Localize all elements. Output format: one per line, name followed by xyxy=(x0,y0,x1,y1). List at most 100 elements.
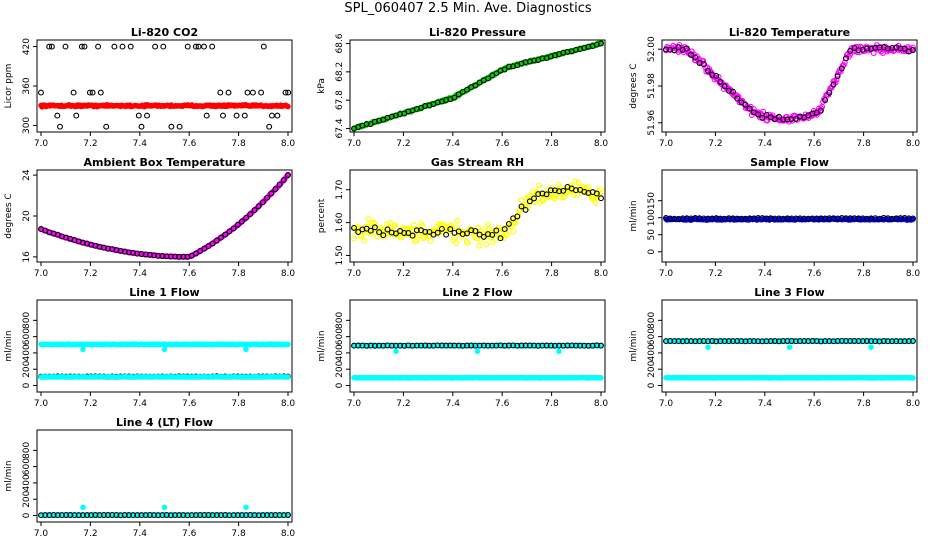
data-point xyxy=(593,190,600,197)
series-2-5-min-ave xyxy=(38,172,291,260)
x-tick-label: 7.6 xyxy=(495,139,510,149)
panel-sample_flow: Sample Flow ml/min 7.0 7.2 7.4 7.6 7.8 8.0 0 50 10… xyxy=(629,156,920,279)
data-point xyxy=(285,341,291,348)
x-tick-label: 7.0 xyxy=(659,139,674,149)
data-point xyxy=(285,103,291,110)
data-point xyxy=(539,55,546,62)
data-point xyxy=(501,226,508,233)
y-tick-label: 800 xyxy=(22,441,32,458)
data-point xyxy=(474,235,480,242)
data-point xyxy=(893,44,900,51)
x-tick-label: 7.0 xyxy=(659,399,674,409)
data-point xyxy=(438,225,445,232)
data-point xyxy=(822,215,829,222)
data-point xyxy=(234,221,241,228)
data-point xyxy=(97,89,104,96)
x-tick-label: 7.0 xyxy=(34,139,49,149)
data-point xyxy=(551,195,558,202)
data-point xyxy=(463,238,470,245)
data-point xyxy=(163,253,170,260)
panel-title: Li-820 Temperature xyxy=(729,26,850,39)
data-point xyxy=(454,217,461,224)
y-tick-label: 68.2 xyxy=(335,62,345,82)
data-point xyxy=(448,222,455,228)
x-tick-label: 7.2 xyxy=(83,529,97,539)
data-point xyxy=(663,46,669,53)
data-point xyxy=(688,215,695,222)
data-point xyxy=(176,123,183,130)
data-point xyxy=(80,504,86,511)
data-point xyxy=(226,228,233,235)
y-tick-label: 800 xyxy=(335,311,345,328)
y-tick-label: 0 xyxy=(647,249,657,255)
data-point xyxy=(472,228,479,234)
data-point xyxy=(876,44,883,51)
data-point xyxy=(704,215,711,222)
x-tick-label: 7.4 xyxy=(758,139,773,149)
data-point xyxy=(48,43,55,50)
data-point xyxy=(392,230,399,237)
x-tick-label: 7.4 xyxy=(446,269,461,279)
data-point xyxy=(700,61,707,68)
data-point xyxy=(184,43,191,50)
data-point xyxy=(572,187,579,194)
data-point xyxy=(910,375,916,381)
data-point xyxy=(543,191,550,198)
data-point xyxy=(700,215,707,222)
y-tick-label: 400 xyxy=(647,344,657,361)
y-tick-label: 52.00 xyxy=(647,36,657,62)
data-point xyxy=(405,230,412,236)
data-point xyxy=(46,43,53,50)
panel-line4: Line 4 (LT) Flow ml/min 7.0 7.2 7.4 7.6 7.8 8.0… xyxy=(4,416,295,539)
data-point xyxy=(201,245,208,252)
x-tick-label: 7.8 xyxy=(544,139,559,149)
data-point xyxy=(797,215,803,222)
x-tick-label: 7.0 xyxy=(659,269,674,279)
data-point xyxy=(474,348,481,355)
panel-title: Li-820 CO2 xyxy=(131,26,198,39)
data-point xyxy=(285,172,291,178)
data-point xyxy=(555,181,562,188)
data-point xyxy=(434,229,441,236)
data-point xyxy=(760,108,767,115)
panel-line1: Line 1 Flow ml/min 7.0 7.2 7.4 7.6 7.8 8.0 0 2004… xyxy=(4,286,295,409)
data-point xyxy=(427,237,434,244)
data-point xyxy=(272,186,279,193)
data-point xyxy=(180,253,187,260)
data-point xyxy=(742,101,749,108)
data-point xyxy=(518,196,525,203)
data-point xyxy=(453,240,460,247)
data-point xyxy=(276,181,283,188)
data-point xyxy=(144,112,150,119)
y-axis-label: percent xyxy=(317,198,327,233)
data-point xyxy=(763,215,770,222)
data-point xyxy=(834,73,841,80)
data-point xyxy=(692,215,699,221)
data-point xyxy=(105,245,111,252)
data-point xyxy=(847,51,853,58)
data-point xyxy=(497,235,504,242)
y-tick-label: 1.50 xyxy=(335,245,345,265)
data-point xyxy=(168,123,175,130)
data-point xyxy=(422,228,429,235)
data-point xyxy=(889,215,896,222)
data-point xyxy=(483,241,490,248)
data-point xyxy=(792,115,799,122)
data-point xyxy=(493,70,500,77)
data-point xyxy=(138,251,145,257)
y-tick-label: 20 xyxy=(22,210,32,222)
data-point xyxy=(776,113,782,120)
data-point xyxy=(249,89,256,96)
data-point xyxy=(512,219,519,226)
data-point xyxy=(721,215,728,222)
y-tick-label: 400 xyxy=(335,344,345,361)
panel-title: Ambient Box Temperature xyxy=(84,156,246,169)
data-point xyxy=(838,65,845,72)
x-tick-label: 7.2 xyxy=(396,269,410,279)
data-point xyxy=(704,67,711,74)
data-point xyxy=(138,123,145,130)
data-point xyxy=(826,215,833,222)
data-point xyxy=(268,112,275,119)
data-point xyxy=(679,215,686,222)
y-tick-label: 100 xyxy=(647,209,657,226)
